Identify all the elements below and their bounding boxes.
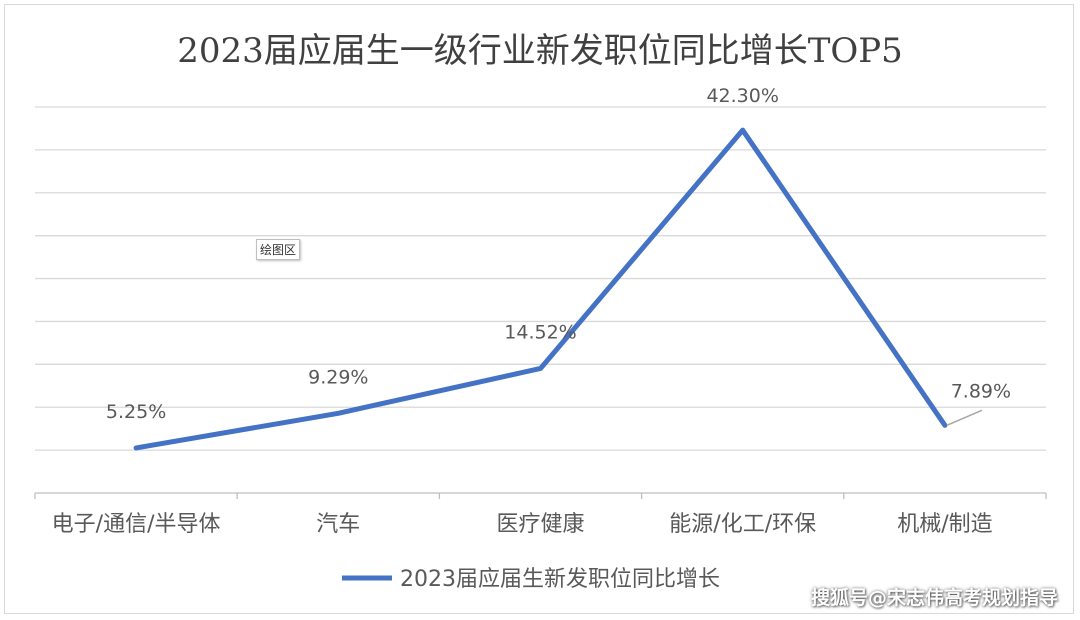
data-label: 5.25% [106, 401, 166, 423]
watermark: 搜狐号@宋志伟高考规划指导 [810, 587, 1058, 609]
legend: 2023届应届生新发职位同比增长 [342, 567, 720, 592]
chart-title: 2023届应届生一级行业新发职位同比增长TOP5 [177, 31, 903, 71]
gridlines [35, 106, 1046, 451]
legend-label: 2023届应届生新发职位同比增长 [400, 567, 720, 592]
x-tick-label: 机械/制造 [897, 512, 992, 537]
plot-area-tag: 绘图区 [256, 239, 301, 260]
chart-frame [4, 4, 1074, 614]
x-tick-label: 医疗健康 [496, 512, 584, 537]
data-label: 9.29% [308, 366, 368, 388]
data-label-leader [946, 409, 983, 427]
data-label: 42.30% [706, 85, 778, 107]
x-tick-label: 汽车 [316, 512, 360, 537]
x-axis [34, 492, 1047, 499]
data-labels: 5.25% 9.29% 14.52% 42.30% 7.89% [106, 85, 1011, 427]
series-line [133, 127, 948, 451]
series-group [133, 127, 948, 451]
data-label: 14.52% [504, 321, 576, 343]
x-tick-label: 能源/化工/环保 [669, 512, 816, 537]
x-axis-labels: 电子/通信/半导体 汽车 医疗健康 能源/化工/环保 机械/制造 [52, 512, 993, 537]
x-tick-label: 电子/通信/半导体 [52, 512, 221, 537]
data-label: 7.89% [951, 380, 1011, 402]
